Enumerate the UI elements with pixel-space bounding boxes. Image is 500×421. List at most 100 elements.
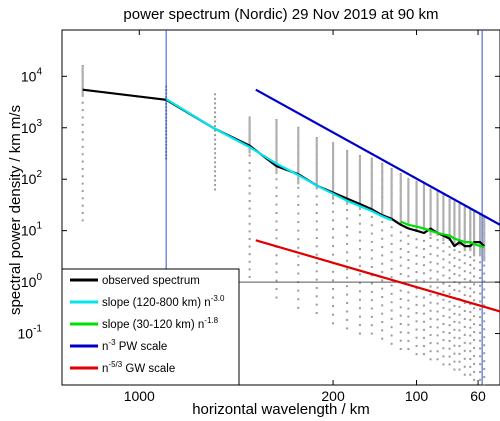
scatter-point <box>297 306 300 309</box>
scatter-point <box>370 307 373 310</box>
scatter-point <box>358 264 361 267</box>
scatter-point <box>453 265 456 268</box>
scatter-point <box>458 345 461 348</box>
scatter-point <box>453 288 456 291</box>
scatter-point <box>390 326 393 329</box>
scatter-point <box>436 302 439 305</box>
scatter-point <box>469 263 472 266</box>
scatter-point <box>479 363 482 366</box>
series-line-slope-30-120-km- <box>400 220 485 249</box>
scatter-point <box>381 262 384 265</box>
scatter-point <box>81 219 84 222</box>
scatter-point <box>407 275 410 278</box>
scatter-point <box>429 293 432 296</box>
scatter-point <box>346 302 349 305</box>
scatter-point <box>297 238 300 241</box>
scatter-point <box>479 284 482 287</box>
scatter-point <box>214 129 217 132</box>
scatter-point <box>381 329 384 332</box>
scatter-point <box>275 279 278 282</box>
scatter-point <box>415 303 418 306</box>
scatter-point <box>463 365 466 368</box>
scatter-point <box>415 287 418 290</box>
scatter-point <box>483 280 486 283</box>
scatter-point <box>463 310 466 313</box>
scatter-point <box>479 331 482 334</box>
scatter-point <box>463 373 466 376</box>
scatter-point <box>422 264 425 267</box>
scatter-point <box>463 286 466 289</box>
scatter-point <box>399 264 402 267</box>
scatter-point <box>453 304 456 307</box>
scatter-point <box>458 290 461 293</box>
scatter-point <box>381 287 384 290</box>
scatter-point <box>381 321 384 324</box>
scatter-point <box>422 353 425 356</box>
scatter-point <box>381 221 384 224</box>
scatter-point <box>214 143 217 146</box>
scatter-point <box>422 336 425 339</box>
scatter-point <box>358 214 361 217</box>
scatter-point <box>332 219 335 222</box>
scatter-point <box>297 255 300 258</box>
scatter-point <box>479 347 482 350</box>
scatter-point <box>275 296 278 299</box>
scatter-point <box>436 262 439 265</box>
scatter-point <box>214 183 217 186</box>
scatter-point <box>370 332 373 335</box>
scatter-point <box>463 254 466 257</box>
scatter-point <box>463 325 466 328</box>
scatter-point <box>407 259 410 262</box>
scatter-point <box>448 261 451 264</box>
y-axis-label: spectral power density / km m/s <box>7 105 24 315</box>
scatter-point <box>381 229 384 232</box>
scatter-point <box>448 285 451 288</box>
scatter-point <box>479 276 482 279</box>
scatter-point <box>248 237 251 240</box>
scatter-point <box>248 184 251 187</box>
scatter-point <box>453 360 456 363</box>
scatter-point <box>483 376 486 379</box>
scatter-point <box>332 313 335 316</box>
x-tick-label: 60 <box>470 388 486 404</box>
scatter-point <box>422 280 425 283</box>
scatter-point <box>399 273 402 276</box>
scatter-point <box>436 350 439 353</box>
scatter-point <box>275 186 278 189</box>
scatter-point <box>429 269 432 272</box>
scatter-point <box>370 265 373 268</box>
scatter-point <box>81 123 84 126</box>
scatter-point <box>448 269 451 272</box>
scatter-point <box>399 339 402 342</box>
scatter-point <box>442 339 445 342</box>
scatter-point <box>442 363 445 366</box>
scatter-point <box>479 323 482 326</box>
scatter-point <box>448 332 451 335</box>
scatter-point <box>483 304 486 307</box>
scatter-point <box>248 215 251 218</box>
scatter-point <box>469 365 472 368</box>
scatter-point <box>214 170 217 173</box>
scatter-point <box>463 341 466 344</box>
scatter-point <box>442 331 445 334</box>
scatter-point <box>448 277 451 280</box>
scatter-point <box>407 323 410 326</box>
scatter-point <box>81 131 84 134</box>
scatter-point <box>315 228 318 231</box>
scatter-point <box>81 145 84 148</box>
scatter-point <box>390 284 393 287</box>
scatter-point <box>381 271 384 274</box>
scatter-point <box>458 368 461 371</box>
scatter-point <box>399 331 402 334</box>
scatter-point <box>346 310 349 313</box>
scatter-point <box>275 220 278 223</box>
scatter-point <box>442 306 445 309</box>
scatter-point <box>214 134 217 137</box>
scatter-point <box>479 371 482 374</box>
scatter-point <box>214 125 217 128</box>
scatter-point <box>346 327 349 330</box>
scatter-point <box>346 234 349 237</box>
y-tick-label: 10-1 <box>18 324 43 342</box>
scatter-point <box>214 165 217 168</box>
scatter-point <box>458 258 461 261</box>
